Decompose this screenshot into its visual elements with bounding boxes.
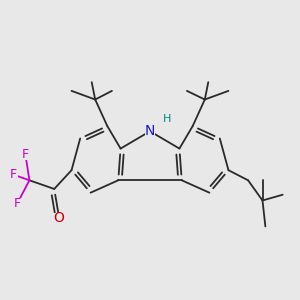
- Bar: [12, 198, 22, 208]
- Bar: [145, 126, 155, 136]
- Text: N: N: [145, 124, 155, 138]
- Text: F: F: [22, 148, 29, 161]
- Text: H: H: [163, 114, 171, 124]
- Bar: [54, 213, 64, 223]
- Text: O: O: [54, 211, 64, 225]
- Bar: [20, 149, 31, 160]
- Bar: [8, 169, 18, 180]
- Text: F: F: [14, 197, 21, 210]
- Text: F: F: [9, 168, 16, 181]
